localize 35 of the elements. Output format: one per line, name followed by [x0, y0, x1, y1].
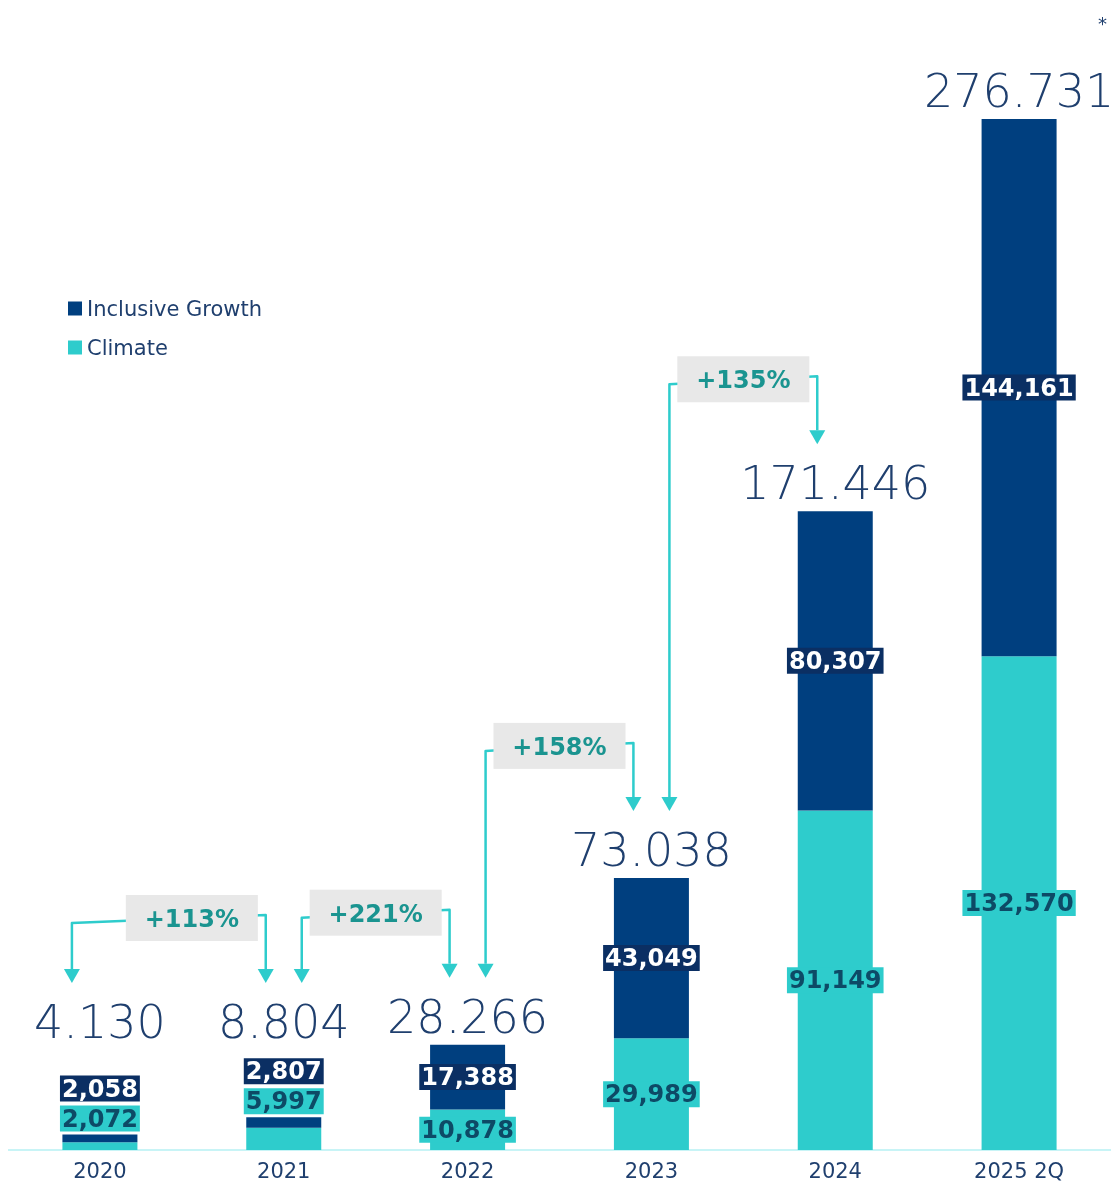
x-tick-label: 2024	[808, 1158, 862, 1183]
x-tick-label: 2025 2Q	[974, 1158, 1065, 1183]
x-tick-label: 2023	[624, 1158, 679, 1183]
annotation: 73.038	[570, 822, 732, 877]
data-label: 2,072	[61, 1104, 138, 1133]
data-label: 80,307	[788, 646, 882, 675]
bar	[246, 1127, 322, 1150]
text: *	[1098, 13, 1107, 34]
annotation: 8.804	[217, 995, 350, 1049]
annotation: +158%	[512, 732, 607, 761]
x-tick-label: 2022	[440, 1158, 495, 1183]
data-label: 10,878	[421, 1115, 514, 1144]
annotation: +135%	[696, 366, 791, 395]
data-label: 17,388	[421, 1063, 514, 1092]
bar	[62, 1142, 138, 1150]
data-label: 5,997	[245, 1087, 322, 1116]
annotation: +221%	[328, 899, 423, 928]
annotation: 28.266	[387, 989, 549, 1044]
annotation: 4.130	[34, 995, 166, 1049]
data-label: 2,058	[61, 1074, 138, 1103]
data-label: 43,049	[605, 944, 698, 973]
annotation: 276.731	[923, 64, 1115, 119]
data-label: 144,161	[964, 373, 1074, 402]
legend-label: Climate	[87, 335, 168, 360]
annotation: 171.446	[740, 456, 931, 511]
annotation: +113%	[144, 905, 239, 933]
legend-label: Inclusive Growth	[87, 296, 263, 321]
data-label: 132,570	[964, 889, 1074, 918]
data-label: 91,149	[788, 966, 882, 995]
x-tick-label: 2020	[73, 1158, 127, 1183]
x-tick-label: 2021	[257, 1158, 311, 1183]
bar	[246, 1117, 322, 1128]
bar	[62, 1134, 138, 1143]
data-label: 29,989	[605, 1080, 698, 1109]
data-label: 2,807	[245, 1057, 322, 1086]
